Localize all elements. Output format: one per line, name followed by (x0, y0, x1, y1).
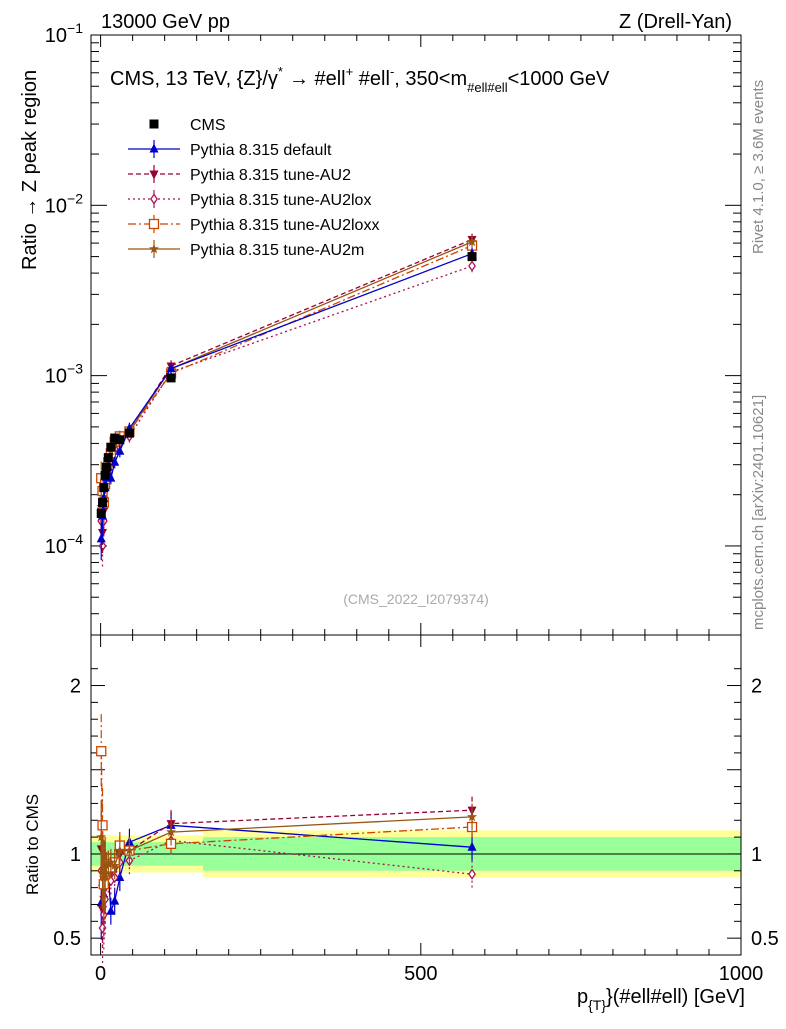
ratio-point-au2m (97, 867, 108, 877)
ratio-point-default (110, 895, 120, 905)
point-cms (101, 462, 111, 472)
point-default (110, 456, 120, 466)
y-tick-label: 10−2 (45, 190, 83, 217)
x-tick-label: 1000 (719, 963, 764, 985)
legend-marker-cms (149, 119, 159, 129)
legend-marker-au2loxx (148, 218, 160, 230)
point-cms (103, 453, 113, 463)
point-cms (96, 509, 106, 519)
ratio-y-tick-label: 2 (70, 676, 81, 698)
ratio-point-au2m (109, 860, 120, 870)
point-default (115, 445, 125, 455)
title-end: <1000 GeV (508, 68, 610, 90)
title-mid: #ell (353, 68, 390, 90)
ratio-point-au2m (124, 845, 135, 855)
legend-label-au2loxx: Pythia 8.315 tune-AU2loxx (190, 217, 379, 234)
point-cms (166, 373, 176, 383)
legend: CMS Pythia 8.315 default Pythia 8.315 tune… (128, 117, 379, 259)
point-cms (467, 252, 477, 262)
legend-label-au2m: Pythia 8.315 tune-AU2m (190, 242, 364, 259)
ratio-point-au2m (103, 858, 114, 869)
legend-marker-au2 (149, 170, 159, 180)
rivet-label: Rivet 4.1.0, ≥ 3.6M events (750, 80, 767, 254)
point-cms (106, 442, 116, 452)
legend-label-cms: CMS (190, 117, 226, 134)
main-ylabel: Ratio → Z peak region (19, 70, 41, 270)
ratio-point-au2m (105, 857, 116, 867)
ratio-point-au2m (114, 845, 125, 855)
legend-label-au2lox: Pythia 8.315 tune-AU2lox (190, 192, 371, 209)
title-arrow: → #ell (289, 68, 346, 90)
x-tick-label: 0 (95, 963, 106, 985)
main-plot: 10−4 10−3 10−2 10−1 (45, 20, 742, 636)
x-tick-label: 500 (404, 963, 437, 985)
watermark: (CMS_2022_I2079374) (343, 591, 489, 607)
x-axis-title: p{T}}(#ell#ell) [GeV] (577, 986, 745, 1013)
legend-marker-default (149, 143, 159, 153)
ratio-frame (90, 634, 742, 956)
main-frame (90, 34, 742, 636)
legend-label-default: Pythia 8.315 default (190, 142, 332, 159)
ratio-y-tick-label-right: 1 (751, 844, 762, 866)
ratio-point-au2m (166, 826, 176, 837)
title-sub: #ell#ell (467, 80, 508, 95)
legend-marker-au2lox (150, 193, 158, 205)
ratio-plot: 0 500 1000 0.5 0.5 1 1 2 2 (53, 634, 779, 985)
legend-label-au2: Pythia 8.315 tune-AU2 (190, 167, 351, 184)
header-left: 13000 GeV pp (101, 11, 230, 33)
series-line-au2m (100, 241, 473, 512)
series-line-au2lox (100, 265, 473, 546)
ratio-point-default (106, 905, 116, 915)
main-title: CMS, 13 TeV, {Z}/γ* → #ell+ #ell-, 350<m#… (110, 64, 610, 95)
ratio-ylabel: Ratio to CMS (23, 794, 42, 895)
point-default (166, 363, 176, 373)
point-au2lox (468, 260, 476, 272)
title-minus: - (390, 64, 394, 79)
series-line-default (100, 253, 473, 539)
xlabel-p: p (577, 986, 588, 1008)
point-cms (98, 497, 108, 507)
point-cms (100, 470, 110, 480)
point-cms (124, 428, 134, 438)
header-right: Z (Drell-Yan) (619, 11, 732, 33)
xlabel-sub: {T} (588, 997, 606, 1013)
point-default (96, 533, 106, 543)
ratio-point-au2m (467, 811, 477, 822)
mcplots-label: mcplots.cern.ch [arXiv:2401.10621] (750, 395, 767, 630)
series-line-au2loxx (100, 245, 473, 503)
series-line-au2 (100, 238, 473, 533)
title-plus: + (346, 64, 354, 79)
title-main: CMS, 13 TeV, {Z}/γ (110, 68, 278, 90)
y-tick-label: 10−3 (45, 361, 83, 388)
title-range: , 350<m (394, 68, 467, 90)
ratio-point-default (467, 841, 477, 851)
point-cms (110, 433, 120, 443)
title-star: * (278, 64, 283, 79)
xlabel-rest: }(#ell#ell) [GeV] (606, 986, 745, 1008)
ratio-y-tick-label-right: 2 (751, 676, 762, 698)
point-cms (99, 483, 109, 493)
ratio-point-au2m (96, 831, 107, 842)
ratio-point-au2loxx (96, 746, 107, 757)
point-cms (115, 435, 125, 445)
ratio-y-tick-label: 0.5 (53, 928, 81, 950)
ratio-point-au2loxx (97, 820, 108, 831)
y-tick-label: 10−4 (45, 531, 83, 558)
ratio-y-tick-label: 1 (70, 844, 81, 866)
ratio-point-au2lox (468, 868, 476, 880)
point-au2m (467, 236, 477, 247)
legend-marker-au2m (149, 243, 159, 254)
ratio-y-tick-label-right: 0.5 (751, 928, 779, 950)
ratio-point-au2m (100, 869, 110, 879)
y-tick-label: 10−1 (45, 20, 83, 47)
ratio-point-au2lox (98, 922, 107, 934)
